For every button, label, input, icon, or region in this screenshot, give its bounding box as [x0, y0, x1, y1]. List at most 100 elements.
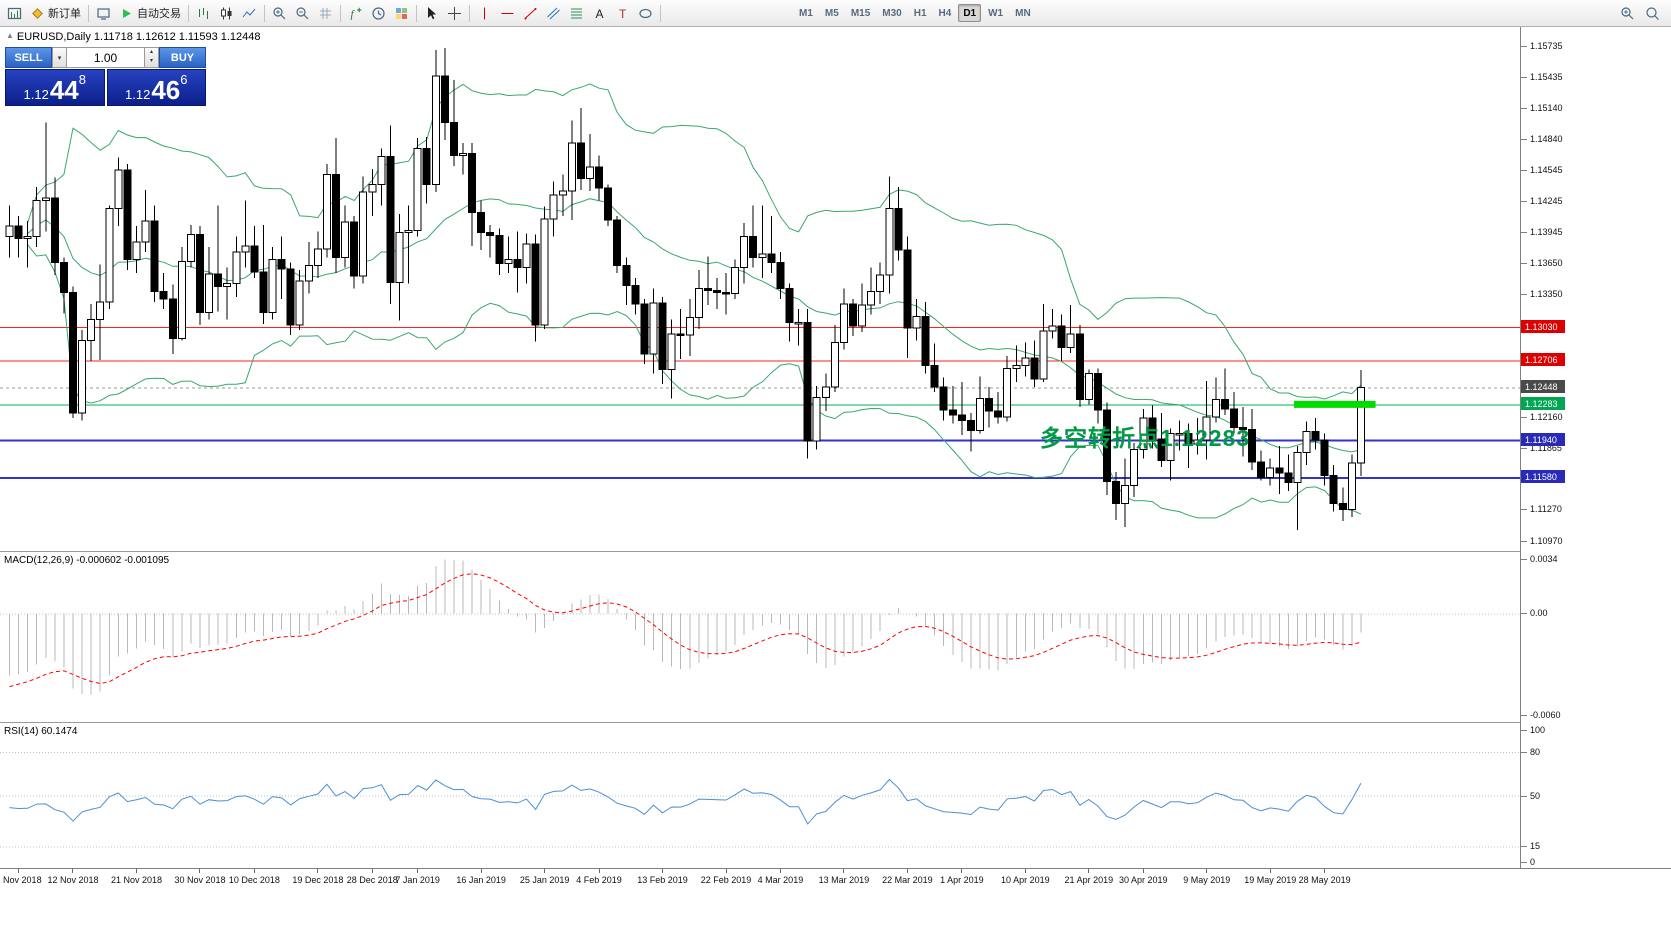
periods-button[interactable]: [367, 2, 390, 24]
bollinger-lower: [27, 244, 1362, 519]
vline-icon: [484, 7, 485, 19]
timeframe-m1-button[interactable]: M1: [799, 8, 813, 19]
time-label: 22 Feb 2019: [700, 875, 752, 885]
channel-icon: [547, 7, 560, 19]
time-label: 12 Nov 2018: [47, 875, 99, 885]
timeframe-m5-button[interactable]: M5: [824, 8, 839, 19]
timeframe-m15-button[interactable]: M15: [850, 8, 871, 19]
chart-window-button[interactable]: [92, 2, 115, 24]
time-axis[interactable]: 2 Nov 2018 12 Nov 2018 21 Nov 2018 30 Nov 2…: [0, 868, 1671, 890]
time-label: 10 Dec 2018: [228, 875, 280, 885]
sell-button[interactable]: SELL: [5, 47, 52, 68]
rsi-tick: 100: [1520, 725, 1546, 735]
stepper-down-icon[interactable]: ▾: [149, 58, 153, 64]
horizontal-line-button[interactable]: [496, 2, 519, 24]
volume-stepper[interactable]: ▴ ▾: [145, 47, 159, 68]
trade-controls-row: SELL ▾ ▴▾ BUY: [5, 47, 206, 68]
panel-separator[interactable]: [0, 722, 1671, 723]
price-tick: 1.15435: [1521, 72, 1563, 83]
fibonacci-button[interactable]: [565, 2, 588, 24]
zoom-search-button[interactable]: [1616, 2, 1639, 24]
chart-line-button[interactable]: [238, 2, 261, 24]
rsi-tick: 0: [1520, 857, 1536, 867]
ask-price-big: 46: [151, 75, 181, 105]
toolbar-separator: [469, 4, 470, 22]
price-tick: 1.13650: [1521, 257, 1563, 268]
equidistant-channel-button[interactable]: [542, 2, 565, 24]
one-click-trading-panel: SELL ▾ ▴▾ BUY 1.12 44 8 1.12 46 6: [5, 47, 206, 106]
rsi-indicator-label: RSI(14) 60.1474: [4, 726, 78, 737]
price-level-badge: 1.11580: [1521, 470, 1565, 484]
collapse-arrow-icon[interactable]: ▲: [6, 31, 14, 40]
time-label: 1 Apr 2019: [940, 875, 984, 885]
templates-button[interactable]: [390, 2, 413, 24]
current-price-badge: 1.12448: [1521, 380, 1565, 394]
toolbar-separator: [416, 4, 417, 22]
price-tick: 1.15735: [1521, 41, 1563, 52]
time-tick: [199, 869, 201, 873]
timeframe-d1-button[interactable]: D1: [958, 4, 982, 22]
volume-input[interactable]: [67, 47, 145, 68]
time-label: 21 Apr 2019: [1064, 875, 1114, 885]
toolbar: 新订单 自动交易 f A T M1 M5 M15 M30 H1 H4 D1 W1 MN: [0, 0, 1671, 27]
time-tick: [135, 869, 137, 873]
tline-icon: [524, 7, 537, 19]
time-tick: [662, 869, 664, 873]
time-label: 30 Nov 2018: [174, 875, 226, 885]
timeframe-h4-button[interactable]: H4: [938, 8, 952, 19]
chart-candles-button[interactable]: [215, 2, 238, 24]
bid-price-big: 44: [49, 75, 79, 105]
price-scale[interactable]: 1.15735 1.15435 1.15140 1.14840 1.14545 1.142…: [1520, 27, 1671, 868]
timeframe-m30-button[interactable]: M30: [882, 8, 902, 19]
timeframe-h1-button[interactable]: H1: [913, 8, 927, 19]
panel-separator[interactable]: [0, 551, 1671, 552]
new-chart-button[interactable]: [3, 2, 26, 24]
price-tick: 1.12160: [1521, 412, 1563, 423]
chart-bars-button[interactable]: [192, 2, 215, 24]
toolbar-separator: [340, 4, 341, 22]
ask-price-panel[interactable]: 1.12 46 6: [106, 69, 206, 106]
zoom-out-button[interactable]: [291, 2, 314, 24]
text-button[interactable]: A: [588, 2, 611, 24]
zoom-in-button[interactable]: [268, 2, 291, 24]
toolbar-separator: [264, 4, 265, 22]
grid-icon: [320, 7, 331, 19]
clock-icon: [372, 6, 385, 20]
indicators-button[interactable]: f: [344, 2, 367, 24]
time-tick: [480, 869, 482, 873]
price-level-badge: 1.12706: [1521, 353, 1565, 367]
horizontal-level-lines[interactable]: [0, 326, 1520, 479]
rsi-tick: 15: [1520, 841, 1541, 852]
time-tick: [725, 869, 727, 873]
stepper-up-icon[interactable]: ▴: [149, 49, 153, 55]
buy-button[interactable]: BUY: [159, 47, 206, 68]
time-label: 21 Nov 2018: [110, 875, 162, 885]
text-label-button[interactable]: T: [611, 2, 634, 24]
trendline-button[interactable]: [519, 2, 542, 24]
svg-text:A: A: [596, 7, 604, 21]
time-label: 19 May 2019: [1244, 875, 1297, 885]
macd-tick: -0.0060: [1521, 710, 1561, 720]
new-order-button[interactable]: 新订单: [26, 2, 85, 24]
shapes-button[interactable]: [634, 2, 657, 24]
cursor-button[interactable]: [420, 2, 443, 24]
time-tick: [843, 869, 845, 873]
monitor-icon: [97, 7, 110, 20]
crosshair-button[interactable]: [443, 2, 466, 24]
func-icon: f: [351, 7, 362, 20]
timeframe-w1-button[interactable]: W1: [988, 8, 1004, 19]
chart-plot[interactable]: [0, 27, 1520, 868]
toolbar-separator: [88, 4, 89, 22]
grid-button[interactable]: [314, 2, 337, 24]
chart-annotation-text[interactable]: 多空转折点1.12283: [1040, 425, 1251, 451]
bid-price-panel[interactable]: 1.12 44 8: [5, 69, 105, 106]
support-highlight-segment[interactable]: [1293, 400, 1376, 408]
bollinger-bands: [27, 83, 1362, 519]
time-label: 16 Jan 2019: [456, 875, 506, 885]
timeframe-mn-button[interactable]: MN: [1015, 8, 1031, 19]
search-button[interactable]: [1641, 2, 1664, 24]
vertical-line-button[interactable]: [473, 2, 496, 24]
volume-dropdown-button[interactable]: ▾: [52, 47, 67, 68]
autotrading-button[interactable]: 自动交易: [115, 2, 185, 24]
